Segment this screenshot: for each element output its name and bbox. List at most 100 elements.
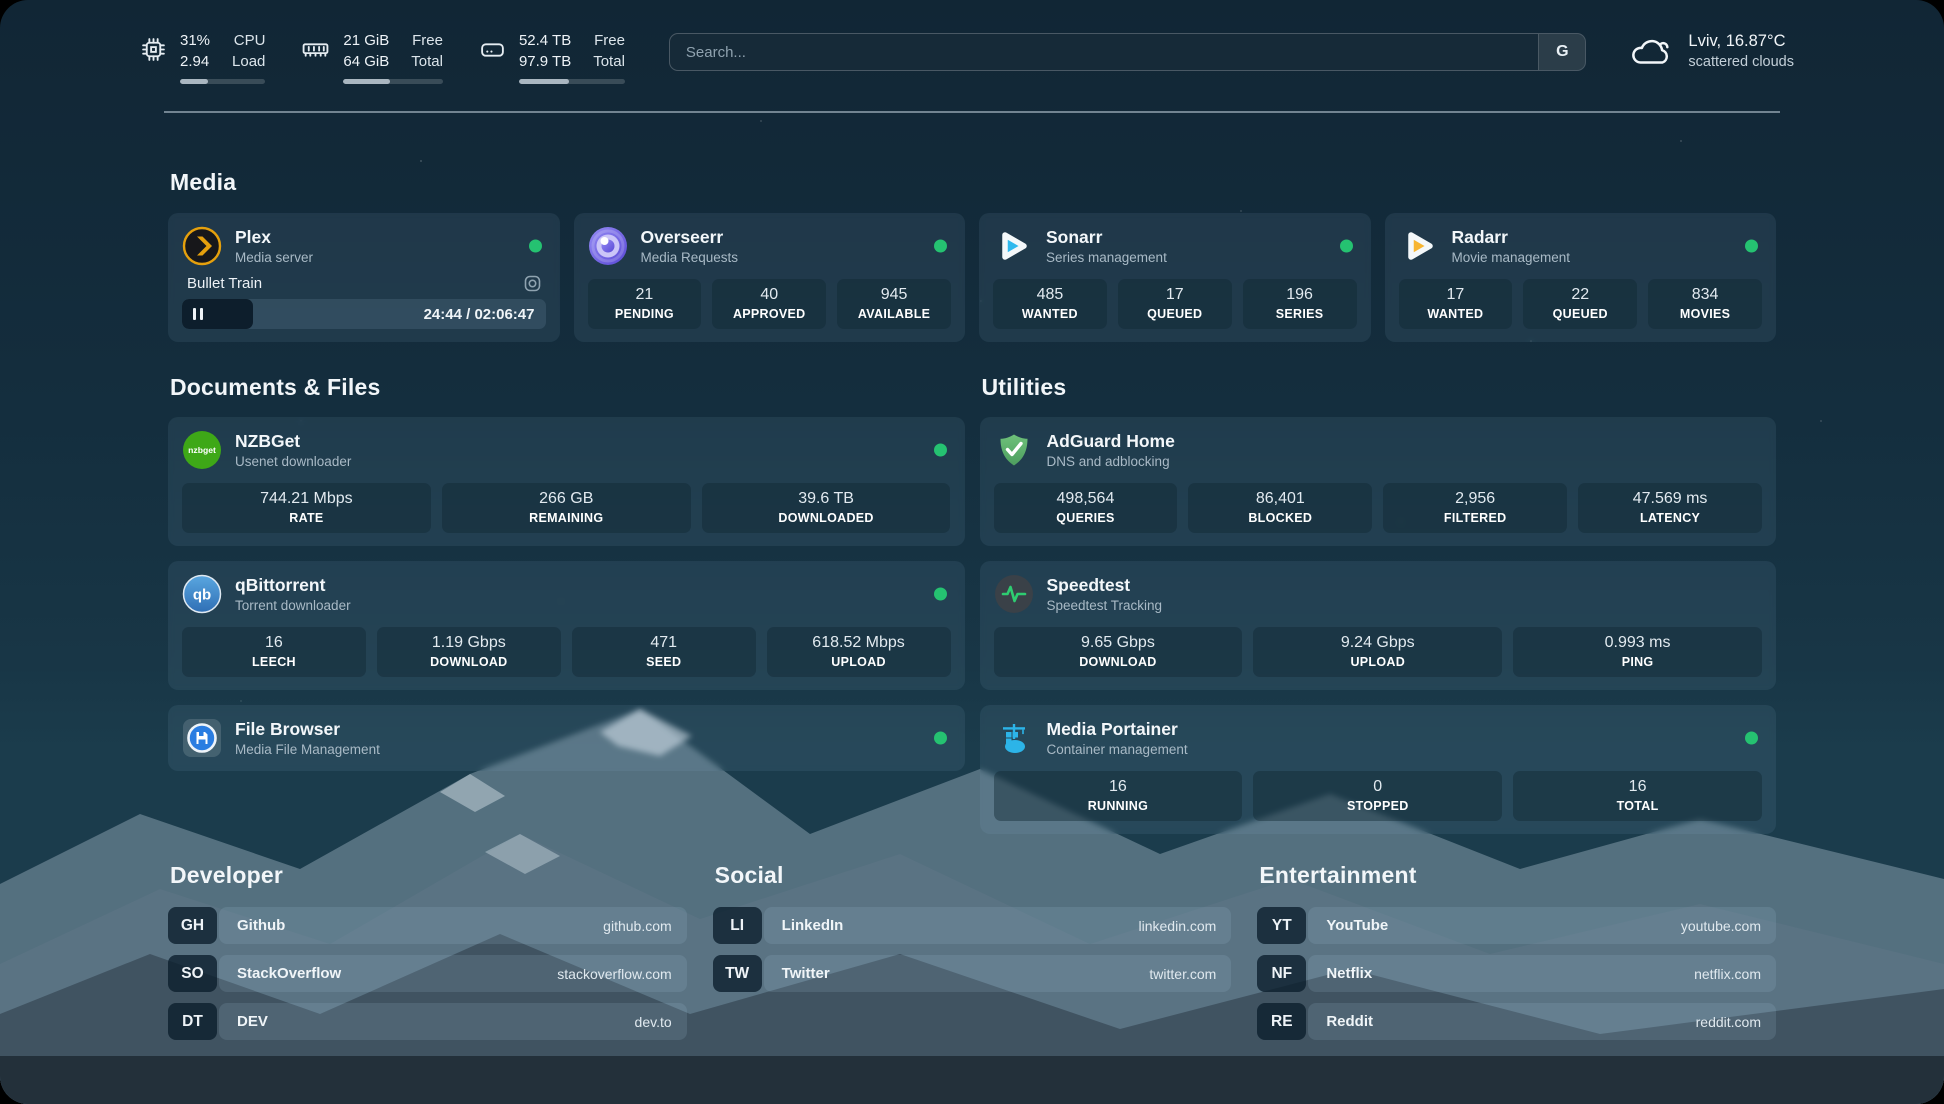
stat-box: 485 WANTED xyxy=(993,279,1107,329)
qbittorrent-icon: qb xyxy=(182,574,222,614)
stat-box: 9.65 Gbps DOWNLOAD xyxy=(993,627,1243,677)
bookmark-group-developer: Developer GH Github github.com SO StackOv… xyxy=(168,862,687,1051)
documents-column: Documents & Files nzbget xyxy=(168,374,965,834)
stat-box: 40 APPROVED xyxy=(712,279,827,329)
top-bar: 31% 2.94 CPU Load xyxy=(0,0,1944,84)
disk-values: 52.4 TB 97.9 TB xyxy=(518,32,572,70)
session-settings-icon[interactable] xyxy=(524,275,541,292)
service-subtitle: DNS and adblocking xyxy=(1046,454,1170,470)
svg-text:qb: qb xyxy=(193,587,211,604)
search-engine-button[interactable]: G xyxy=(1538,34,1586,70)
bookmark-reddit[interactable]: RE Reddit reddit.com xyxy=(1257,1003,1776,1040)
stat-box: 196 SERIES xyxy=(1242,279,1357,329)
now-playing-title: Bullet Train xyxy=(187,275,263,292)
bookmark-group-social: Social LI LinkedIn linkedin.com TW Twitte… xyxy=(712,862,1232,1051)
cpu-icon xyxy=(140,36,167,63)
weather-widget: Lviv, 16.87°C scattered clouds xyxy=(1628,32,1794,70)
service-subtitle: Media server xyxy=(235,250,314,266)
bookmark-netflix[interactable]: NF Netflix netflix.com xyxy=(1257,955,1776,992)
filebrowser-card[interactable]: File Browser Media File Management xyxy=(168,705,965,771)
bookmark-abbr: GH xyxy=(168,907,217,944)
bookmark-youtube[interactable]: YT YouTube youtube.com xyxy=(1257,907,1776,944)
radarr-card[interactable]: Radarr Movie management 17 WANTED 22 QUEUE… xyxy=(1384,213,1776,342)
bookmark-github[interactable]: GH Github github.com xyxy=(168,907,687,944)
bookmark-dev[interactable]: DT DEV dev.to xyxy=(168,1003,687,1040)
status-dot xyxy=(933,587,947,601)
service-subtitle: Media Requests xyxy=(640,250,739,266)
bookmark-abbr: LI xyxy=(712,907,762,944)
stat-box: 39.6 TB DOWNLOADED xyxy=(701,483,951,533)
playback-progress-bar: 24:44 / 02:06:47 xyxy=(182,299,546,329)
bookmark-group-entertainment: Entertainment YT YouTube youtube.com NF N… xyxy=(1257,862,1776,1051)
section-title-social: Social xyxy=(714,862,784,888)
bookmark-twitter[interactable]: TW Twitter twitter.com xyxy=(712,955,1232,992)
adguard-card[interactable]: AdGuard Home DNS and adblocking 498,564 Q… xyxy=(979,417,1776,546)
stat-box: 266 GB REMAINING xyxy=(441,483,691,533)
section-title-entertainment: Entertainment xyxy=(1259,862,1417,888)
service-subtitle: Media File Management xyxy=(235,742,380,758)
bookmark-abbr: SO xyxy=(168,955,217,992)
playback-time: 24:44 / 02:06:47 xyxy=(423,305,535,323)
weather-location-temp: Lviv, 16.87°C xyxy=(1688,32,1786,50)
stat-box: 2,956 FILTERED xyxy=(1383,483,1568,533)
stat-box: 16 RUNNING xyxy=(993,771,1243,821)
radarr-icon xyxy=(1399,226,1439,266)
stat-box: 834 MOVIES xyxy=(1648,279,1762,329)
nzbget-card[interactable]: nzbget NZBGet Usenet downloader xyxy=(168,417,965,546)
memory-icon xyxy=(301,36,330,63)
stat-box: 17 WANTED xyxy=(1398,279,1513,329)
svg-text:nzbget: nzbget xyxy=(188,445,216,455)
stat-box: 0.993 ms PING xyxy=(1513,627,1762,677)
memory-usage-bar xyxy=(343,79,443,84)
status-dot xyxy=(933,443,947,457)
status-dot xyxy=(1339,239,1353,253)
disk-stat-widget: 52.4 TB 97.9 TB Free Total xyxy=(479,30,625,84)
sonarr-icon xyxy=(993,226,1033,266)
portainer-card[interactable]: Media Portainer Container management 16 R… xyxy=(979,705,1776,834)
service-name: qBittorrent xyxy=(235,574,326,595)
status-dot xyxy=(933,731,947,745)
bookmark-linkedin[interactable]: LI LinkedIn linkedin.com xyxy=(712,907,1232,944)
search-input[interactable] xyxy=(669,34,1539,70)
stat-box: 0 STOPPED xyxy=(1253,771,1503,821)
pause-icon xyxy=(193,308,196,320)
stat-box: 17 QUEUED xyxy=(1117,279,1232,329)
service-name: AdGuard Home xyxy=(1046,430,1175,451)
nzbget-icon: nzbget xyxy=(182,430,222,470)
service-name: Overseerr xyxy=(640,226,724,247)
overseerr-card[interactable]: Overseerr Media Requests 21 PENDING 40 APP… xyxy=(573,213,965,342)
service-subtitle: Container management xyxy=(1046,742,1188,758)
service-name: Radarr xyxy=(1451,226,1508,247)
bookmark-abbr: RE xyxy=(1257,1003,1307,1040)
status-dot xyxy=(934,239,947,253)
service-subtitle: Movie management xyxy=(1451,250,1571,266)
stat-box: 471 SEED xyxy=(571,627,756,677)
section-title-documents: Documents & Files xyxy=(170,374,381,400)
plex-icon xyxy=(182,226,222,266)
header-divider xyxy=(164,111,1780,113)
bookmark-abbr: NF xyxy=(1257,955,1307,992)
plex-card[interactable]: Plex Media server Bullet Train xyxy=(168,213,560,342)
stat-box: 744.21 Mbps RATE xyxy=(182,483,431,533)
speedtest-icon xyxy=(994,574,1034,614)
playback-elapsed xyxy=(182,299,254,329)
memory-values: 21 GiB 64 GiB xyxy=(343,32,390,70)
bookmark-stackoverflow[interactable]: SO StackOverflow stackoverflow.com xyxy=(168,955,687,992)
qbittorrent-card[interactable]: qb qBittorrent Torrent downloader xyxy=(168,561,965,690)
section-title-utilities: Utilities xyxy=(981,374,1067,400)
disk-usage-bar xyxy=(518,79,625,84)
media-grid: Plex Media server Bullet Train xyxy=(168,213,1776,342)
status-dot xyxy=(528,239,542,253)
disk-icon xyxy=(479,36,506,63)
cpu-usage-bar xyxy=(180,79,266,84)
memory-labels: Free Total xyxy=(411,32,443,70)
cloud-icon xyxy=(1628,34,1674,68)
service-name: Sonarr xyxy=(1046,226,1103,247)
sonarr-card[interactable]: Sonarr Series management 485 WANTED 17 QUE… xyxy=(979,213,1371,342)
bookmarks: Developer GH Github github.com SO StackOv… xyxy=(168,862,1776,1051)
stat-box: 945 AVAILABLE xyxy=(837,279,951,329)
portainer-icon xyxy=(994,718,1034,758)
bookmark-abbr: DT xyxy=(168,1003,217,1040)
speedtest-card[interactable]: Speedtest Speedtest Tracking 9.65 Gbps DO… xyxy=(979,561,1776,690)
